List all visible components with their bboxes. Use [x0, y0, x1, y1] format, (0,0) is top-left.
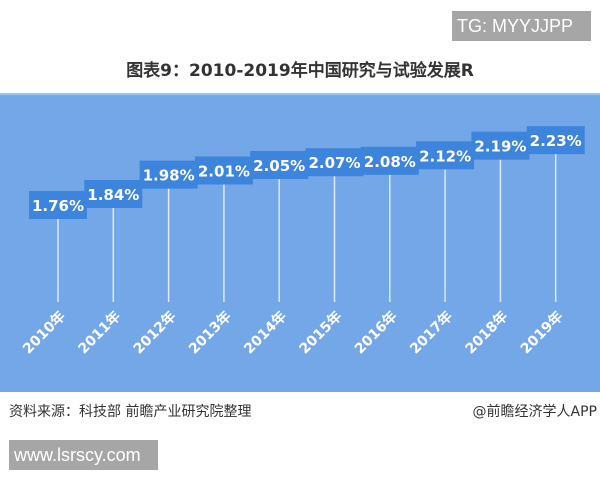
x-tick-label: 2011年: [75, 308, 124, 357]
data-label-box: [360, 146, 419, 175]
x-tick-label: 2018年: [462, 308, 511, 357]
chart: 1.76% 2010年 1.84% 2011年 1.98% 2012年 2.01% 2013年…: [19, 126, 585, 357]
data-label-box: [471, 131, 530, 160]
x-tick-label: 2017年: [406, 308, 455, 357]
watermark-bottom: www.lsrscy.com: [9, 440, 158, 470]
data-label-box: [194, 156, 253, 185]
data-label-box: [29, 191, 87, 219]
credit-note: @前瞻经济学人APP: [472, 404, 597, 420]
data-label-box: [526, 126, 585, 155]
x-tick-label: 2014年: [241, 308, 290, 357]
x-tick-label: 2019年: [517, 308, 566, 357]
chart-title: 图表9：2010-2019年中国研究与试验发展R: [126, 61, 474, 81]
data-label: 1.98%: [143, 167, 195, 185]
data-label-box: [250, 150, 309, 179]
data-label: 2.23%: [530, 132, 582, 150]
data-label: 2.08%: [364, 153, 416, 171]
data-label-box: [416, 141, 475, 170]
data-label: 1.76%: [32, 197, 84, 215]
data-label-box: [139, 160, 198, 189]
x-tick-label: 2013年: [185, 308, 234, 357]
x-tick-label: 2010年: [19, 308, 68, 357]
source-note: 资料来源：科技部 前瞻产业研究院整理: [9, 404, 252, 420]
data-label-box: [305, 148, 364, 177]
data-label: 2.01%: [198, 163, 250, 181]
watermark-top: TG: MYYJJPP: [452, 11, 591, 41]
data-label: 1.84%: [87, 186, 139, 204]
data-label: 2.07%: [308, 154, 360, 172]
data-label-box: [84, 179, 143, 208]
data-label: 2.19%: [474, 138, 526, 156]
x-tick-label: 2015年: [296, 308, 345, 357]
data-label: 2.12%: [419, 147, 471, 165]
x-tick-label: 2012年: [130, 308, 179, 357]
data-label: 2.05%: [253, 157, 305, 175]
chart-panel: 1.76% 2010年 1.84% 2011年 1.98% 2012年 2.01% 2013年…: [0, 93, 600, 392]
x-tick-label: 2016年: [351, 308, 400, 357]
